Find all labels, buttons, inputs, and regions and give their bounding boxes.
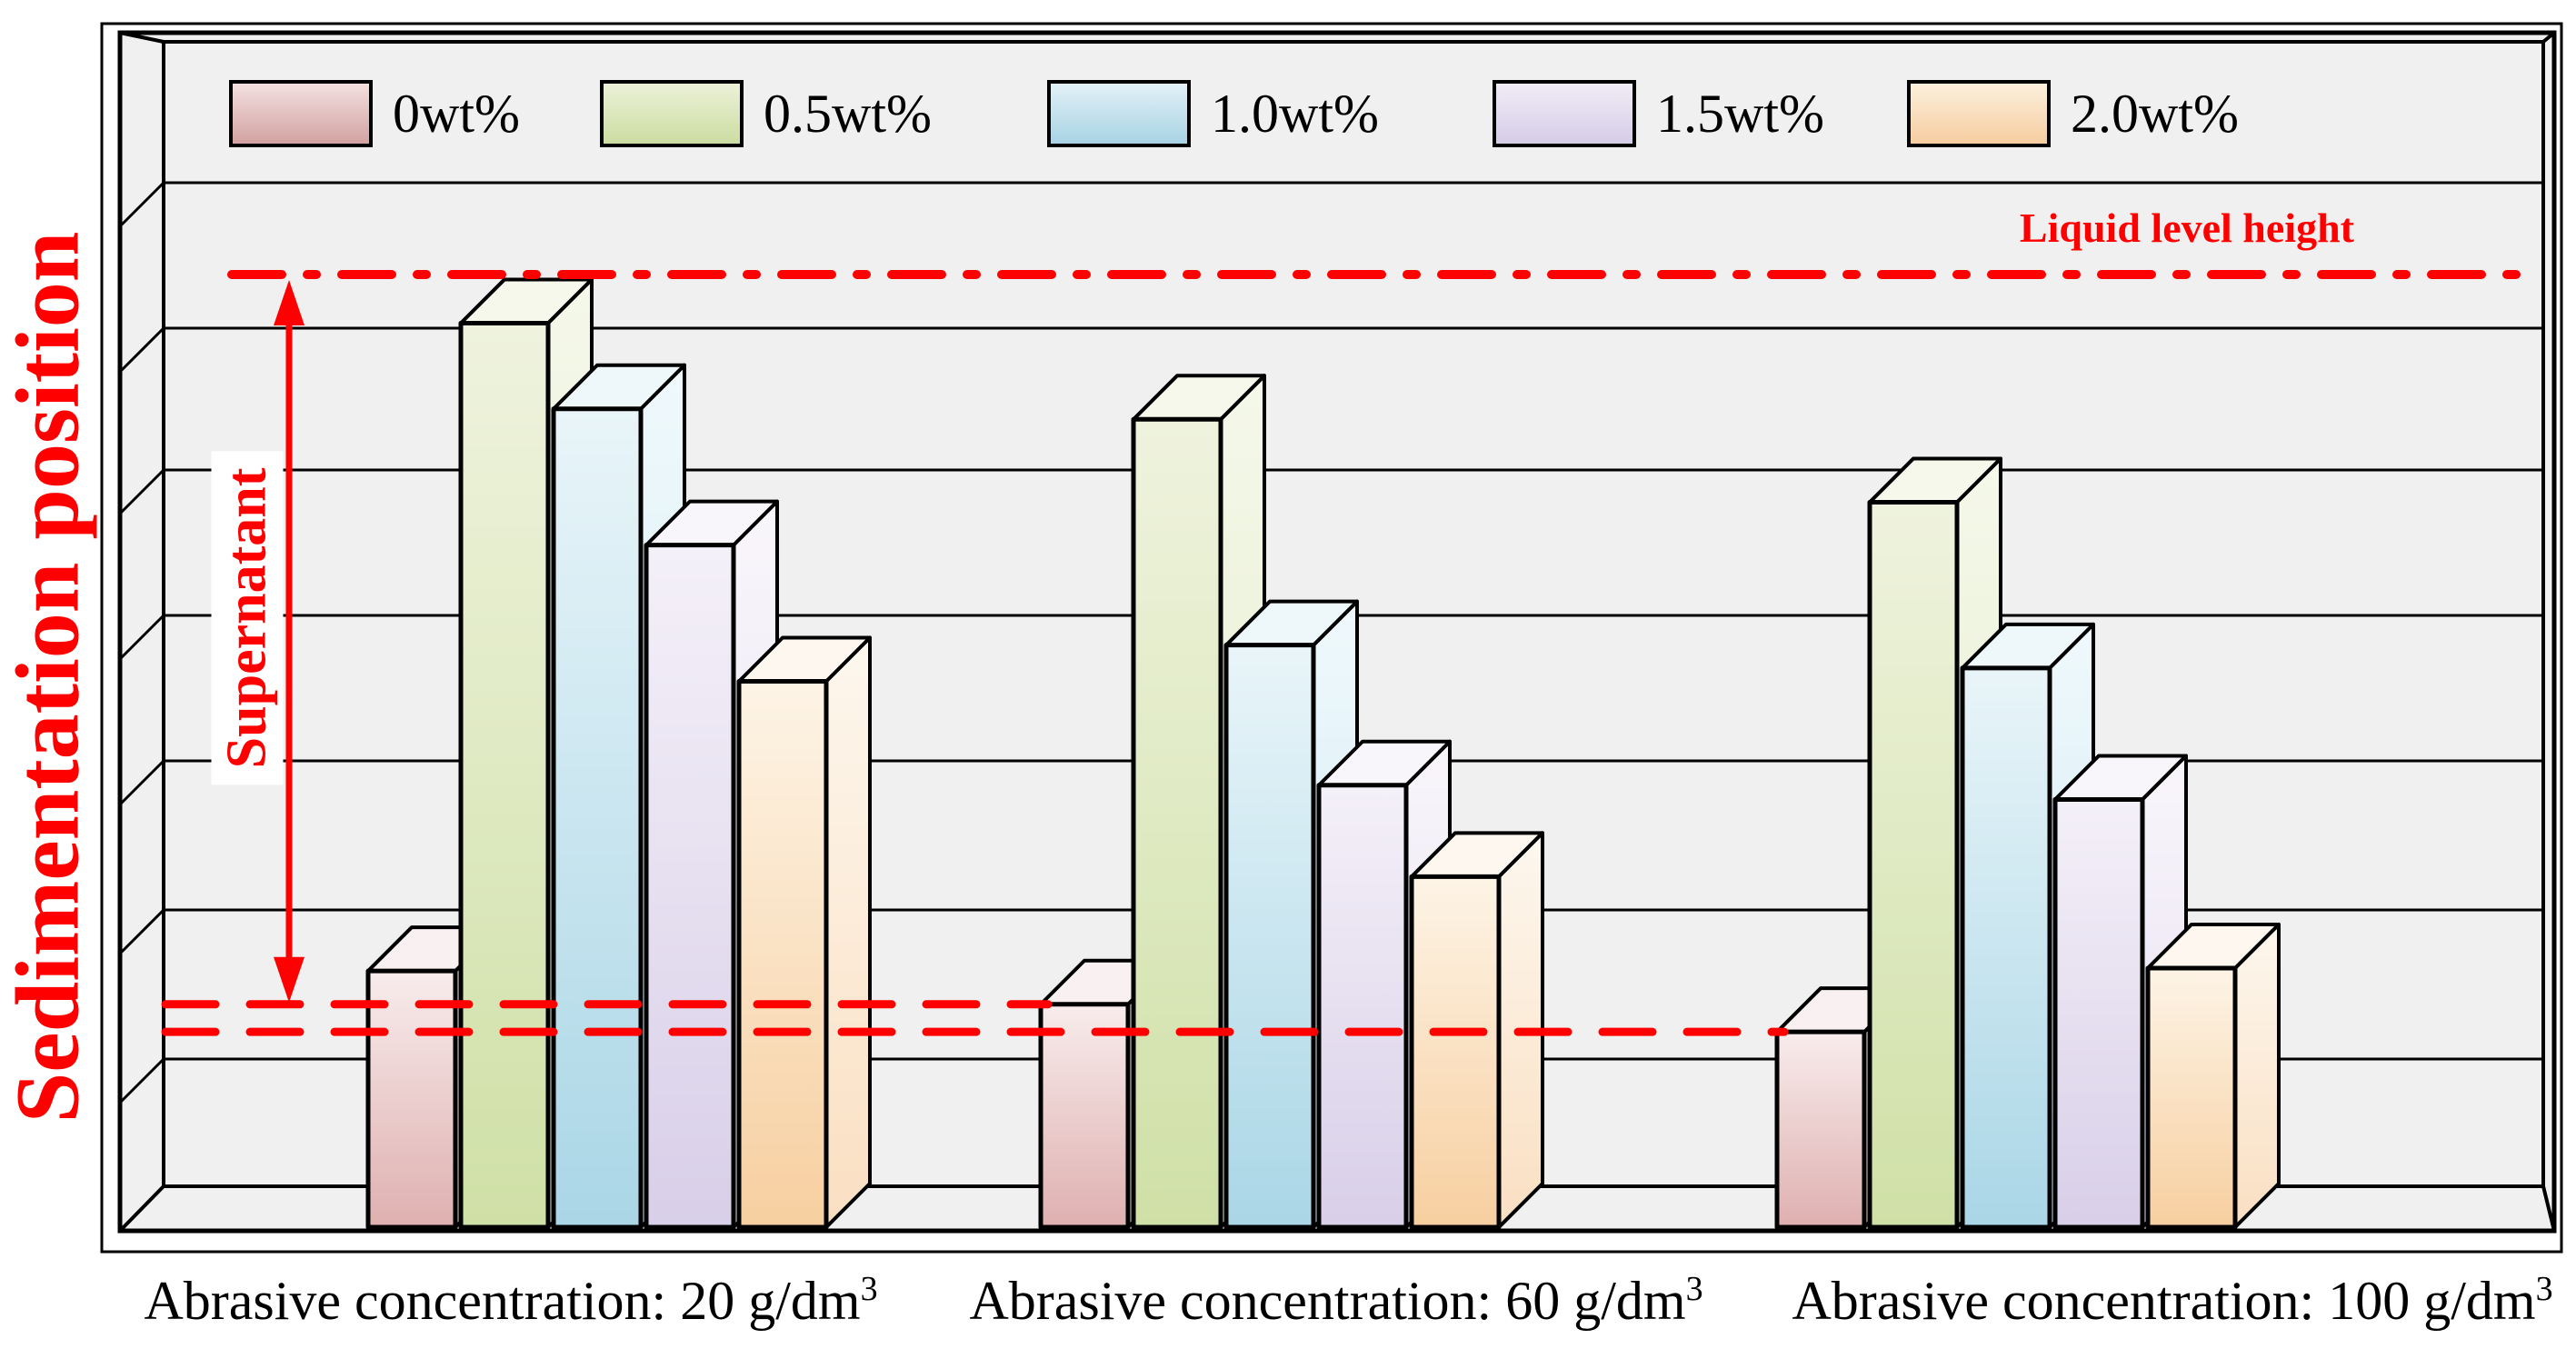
bars-layer: [365, 277, 2281, 1230]
bar-100gdm3-1.0wt%: [1960, 665, 2052, 1230]
bar-60gdm3-2.0wt%: [1409, 874, 1502, 1230]
bar-60gdm3-0.5wt%: [1131, 416, 1223, 1230]
bar-60gdm3-1.5wt%: [1316, 783, 1409, 1230]
legend-swatch-1p0wt-icon: [1047, 80, 1191, 147]
wall-tick: [118, 468, 165, 515]
y-axis-label: Sedimentation position: [0, 231, 98, 1124]
x-group-label-60-text: Abrasive concentration: 60 g/dm: [969, 1271, 1686, 1331]
wall-tick: [118, 326, 165, 374]
supernatant-label: Supernatant: [211, 451, 284, 785]
wall-tick: [118, 759, 165, 806]
red-annotations-layer: [161, 270, 2541, 1036]
x-group-label-100-text: Abrasive concentration: 100 g/dm: [1792, 1271, 2536, 1331]
legend-item-0wt: 0wt%: [229, 80, 520, 147]
outer-frame: [100, 22, 2563, 1254]
wall-tick: [118, 908, 165, 955]
wall-tick: [118, 1057, 165, 1104]
legend-label-0wt: 0wt%: [393, 84, 520, 144]
left-wall-ticks: [118, 181, 165, 1104]
x-group-label-20: Abrasive concentration: 20 g/dm3: [144, 1269, 877, 1333]
x-group-label-60: Abrasive concentration: 60 g/dm3: [969, 1269, 1702, 1333]
bar-20gdm3-1.5wt%: [644, 543, 736, 1230]
legend-label-1p0wt: 1.0wt%: [1211, 84, 1379, 144]
legend-swatch-0wt-icon: [229, 80, 373, 147]
legend-item-0p5wt: 0.5wt%: [600, 80, 932, 147]
legend-item-1p0wt: 1.0wt%: [1047, 80, 1379, 147]
bar-60gdm3-1.0wt%: [1223, 643, 1316, 1230]
bar-20gdm3-1.0wt%: [551, 406, 644, 1230]
legend-swatch-0p5wt-icon: [600, 80, 744, 147]
bar-100gdm3-2.0wt%-side: [2233, 922, 2281, 1229]
legend-label-2p0wt: 2.0wt%: [2071, 84, 2239, 144]
bar-100gdm3-0.5wt%: [1867, 499, 1960, 1230]
legend-label-0p5wt: 0.5wt%: [764, 84, 932, 144]
supernatant-arrowhead-up: [274, 280, 305, 325]
x-group-label-100-sup: 3: [2535, 1270, 2553, 1308]
bar-20gdm3-0.5wt%: [458, 320, 551, 1230]
bar-20gdm3-0wt%: [365, 968, 458, 1230]
x-group-label-20-sup: 3: [860, 1270, 878, 1308]
corner-bevels: [118, 31, 2556, 1233]
bar-100gdm3-1.5wt%: [2052, 796, 2145, 1230]
legend-label-1p5wt: 1.5wt%: [1656, 84, 1824, 144]
legend-swatch-1p5wt-icon: [1493, 80, 1636, 147]
legend-item-2p0wt: 2.0wt%: [1907, 80, 2239, 147]
legend-item-1p5wt: 1.5wt%: [1493, 80, 1824, 147]
wall-tick: [118, 614, 165, 661]
x-group-label-20-text: Abrasive concentration: 20 g/dm: [144, 1271, 861, 1331]
bar-100gdm3-0wt%: [1774, 1029, 1867, 1230]
legend-swatch-2p0wt-icon: [1907, 80, 2051, 147]
liquid-level-label: Liquid level height: [2019, 205, 2354, 251]
x-group-label-60-sup: 3: [1685, 1270, 1703, 1308]
bar-100gdm3-2.0wt%: [2145, 965, 2238, 1230]
bar-20gdm3-2.0wt%-side: [824, 635, 872, 1229]
supernatant-arrowhead-down: [274, 956, 305, 1003]
x-group-label-100: Abrasive concentration: 100 g/dm3: [1792, 1269, 2552, 1333]
wall-tick: [118, 181, 165, 228]
bar-60gdm3-0wt%: [1038, 1002, 1131, 1230]
bar-20gdm3-2.0wt%: [736, 678, 829, 1230]
